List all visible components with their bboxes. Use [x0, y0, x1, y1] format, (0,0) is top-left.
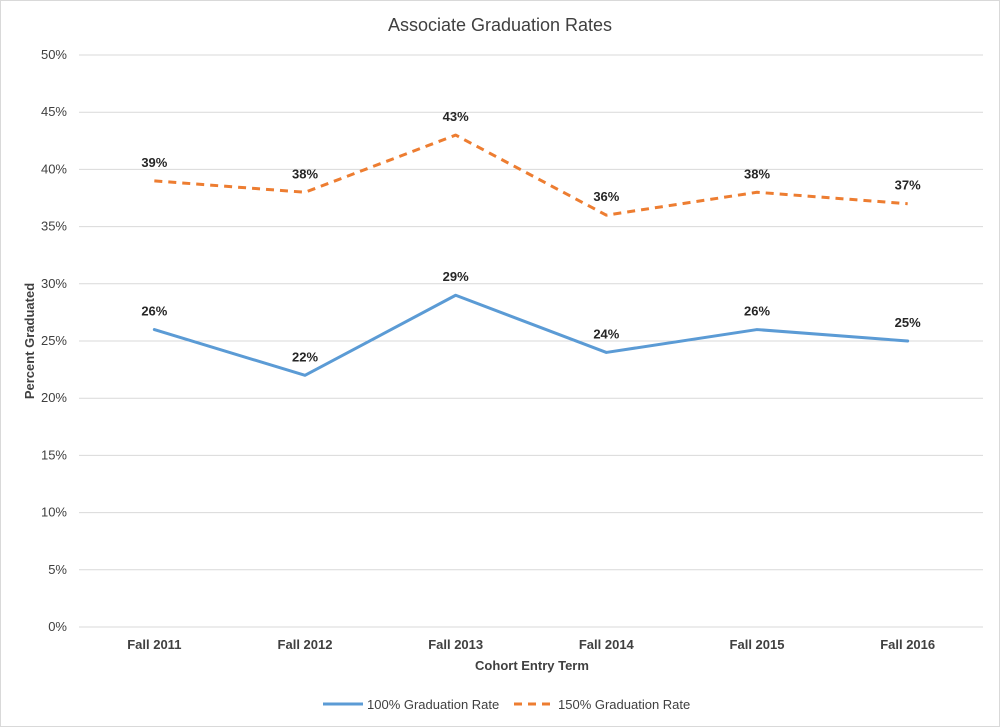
series-lines — [152, 133, 910, 377]
y-axis-title: Percent Graduated — [22, 283, 37, 399]
data-label: 39% — [141, 155, 167, 170]
y-tick-label: 45% — [41, 104, 67, 119]
x-axis-title: Cohort Entry Term — [475, 658, 589, 673]
y-tick-label: 30% — [41, 276, 67, 291]
data-label: 24% — [593, 326, 619, 341]
x-tick-label: Fall 2012 — [278, 637, 333, 652]
data-labels: 26% 22% 29% 24% 26% 25% 39% 38% 43% 36% 38% 37% — [141, 109, 921, 364]
data-label: 26% — [141, 304, 167, 319]
y-tick-label: 20% — [41, 390, 67, 405]
data-label: 22% — [292, 349, 318, 364]
data-label: 29% — [443, 269, 469, 284]
data-label: 26% — [744, 304, 770, 319]
y-tick-label: 35% — [41, 219, 67, 234]
x-tick-label: Fall 2011 — [127, 637, 181, 652]
y-tick-label: 25% — [41, 333, 67, 348]
y-tick-label: 10% — [41, 505, 67, 520]
legend-label: 100% Graduation Rate — [367, 697, 499, 712]
data-label: 37% — [895, 178, 921, 193]
legend-label: 150% Graduation Rate — [558, 697, 690, 712]
y-tick-label: 0% — [48, 619, 67, 634]
legend: 100% Graduation Rate 150% Graduation Rate — [323, 697, 690, 712]
data-label: 38% — [744, 166, 770, 181]
x-tick-label: Fall 2013 — [428, 637, 483, 652]
x-axis-ticks: Fall 2011 Fall 2012 Fall 2013 Fall 2014 Fall… — [127, 637, 935, 652]
y-tick-label: 5% — [48, 562, 67, 577]
data-label: 43% — [443, 109, 469, 124]
chart-title: Associate Graduation Rates — [388, 15, 612, 35]
y-axis-ticks: 0% 5% 10% 15% 20% 25% 30% 35% 40% 45% 50% — [41, 47, 67, 634]
y-tick-label: 15% — [41, 447, 67, 462]
y-tick-label: 40% — [41, 161, 67, 176]
series-line — [154, 133, 908, 217]
x-tick-label: Fall 2016 — [880, 637, 935, 652]
x-tick-label: Fall 2015 — [730, 637, 785, 652]
series-line — [152, 293, 910, 377]
y-tick-label: 50% — [41, 47, 67, 62]
data-label: 25% — [895, 315, 921, 330]
data-label: 36% — [593, 189, 619, 204]
data-label: 38% — [292, 166, 318, 181]
gridlines — [79, 54, 983, 628]
x-tick-label: Fall 2014 — [579, 637, 635, 652]
